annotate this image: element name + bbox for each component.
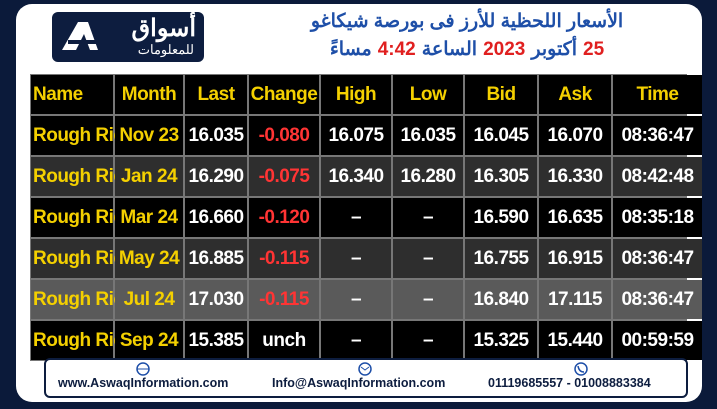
table-cell: Rough Rice xyxy=(31,157,134,196)
subtitle: 25أكتوبر2023الساعة4:42مساءً xyxy=(257,38,677,61)
table-cell: -0.115 xyxy=(249,280,319,319)
table-cell: 08:36:47 xyxy=(613,116,702,155)
table-cell: 16.635 xyxy=(539,198,611,237)
table-cell: – xyxy=(393,239,463,278)
table-cell: 17.115 xyxy=(539,280,611,319)
table-cell: – xyxy=(321,198,391,237)
table-cell: Jan 24 xyxy=(115,157,183,196)
table-cell: 16.330 xyxy=(539,157,611,196)
table-cell: May 24 xyxy=(115,239,183,278)
email[interactable]: Info@AswaqInformation.com xyxy=(272,376,446,390)
subtitle-part: 4:42 xyxy=(377,39,416,60)
table-cell: 16.290 xyxy=(185,157,247,196)
column-header: High xyxy=(321,75,391,114)
table-cell: 16.070 xyxy=(539,116,611,155)
column-header: Name xyxy=(31,75,113,114)
logo-title: أسواق xyxy=(131,15,196,42)
title: الأسعار اللحظية للأرز فى بورصة شيكاغو xyxy=(310,11,624,32)
subtitle-part: 25 xyxy=(583,39,605,60)
table-cell: 16.885 xyxy=(185,239,247,278)
website[interactable]: www.AswaqInformation.com xyxy=(58,376,229,390)
column-header: Time xyxy=(613,75,702,114)
table-cell: 16.035 xyxy=(185,116,247,155)
column-header: Change xyxy=(249,75,319,114)
table-cell: unch xyxy=(249,321,319,360)
column-header: Last xyxy=(185,75,247,114)
table-cell: 08:36:47 xyxy=(613,280,702,319)
table-cell: – xyxy=(321,239,391,278)
table-cell: -0.115 xyxy=(249,239,319,278)
table-cell: 16.045 xyxy=(465,116,537,155)
logo-subtitle: للمعلومات xyxy=(137,42,194,57)
web-icon xyxy=(136,362,150,376)
table-cell: Nov 23 xyxy=(115,116,183,155)
table-cell: 08:35:18 xyxy=(613,198,702,237)
table-cell: 08:36:47 xyxy=(613,239,702,278)
table-cell: Sep 24 xyxy=(115,321,183,360)
table-cell: – xyxy=(393,321,463,360)
table-cell: -0.120 xyxy=(249,198,319,237)
table-cell: 15.440 xyxy=(539,321,611,360)
table-cell: 17.030 xyxy=(185,280,247,319)
table-cell: Rough Rice xyxy=(31,321,134,360)
column-header: Month xyxy=(115,75,183,114)
column-header: Bid xyxy=(465,75,537,114)
table-cell: Rough Rice xyxy=(31,239,134,278)
footer: www.AswaqInformation.com Info@AswaqInfor… xyxy=(44,358,688,398)
phones: 01119685557 - 01008883384 xyxy=(488,376,651,390)
subtitle-part: مساءً xyxy=(329,39,372,60)
table-cell: 16.590 xyxy=(465,198,537,237)
table-cell: Rough Rice xyxy=(31,280,134,319)
table-cell: – xyxy=(321,321,391,360)
email-icon xyxy=(358,362,372,376)
table-cell: 08:42:48 xyxy=(613,157,702,196)
table-cell: 16.075 xyxy=(321,116,391,155)
table-cell: Mar 24 xyxy=(115,198,183,237)
logo-icon xyxy=(62,22,98,50)
phone-icon xyxy=(574,362,588,376)
table-cell: 16.340 xyxy=(321,157,391,196)
table-cell: 00:59:59 xyxy=(613,321,702,360)
table-cell: Rough Rice xyxy=(31,116,134,155)
table-cell: 15.385 xyxy=(185,321,247,360)
price-table: Name Month Last Change High Low Bid Ask Time Roug… xyxy=(30,74,702,361)
table-cell: 16.305 xyxy=(465,157,537,196)
table-cell: – xyxy=(393,198,463,237)
table-cell: 16.280 xyxy=(393,157,463,196)
table-cell: -0.080 xyxy=(249,116,319,155)
subtitle-part: أكتوبر xyxy=(531,39,578,60)
table-cell: Jul 24 xyxy=(115,280,183,319)
table-cell: 15.325 xyxy=(465,321,537,360)
subtitle-part: الساعة xyxy=(421,39,478,60)
table-cell: 16.915 xyxy=(539,239,611,278)
table-cell: -0.075 xyxy=(249,157,319,196)
table-cell: 16.660 xyxy=(185,198,247,237)
table-cell: – xyxy=(393,280,463,319)
subtitle-part: 2023 xyxy=(483,39,526,60)
table-cell: 16.035 xyxy=(393,116,463,155)
column-header: Low xyxy=(393,75,463,114)
table-cell: Rough Rice xyxy=(31,198,134,237)
logo: أسواق للمعلومات xyxy=(52,12,204,62)
column-header: Ask xyxy=(539,75,611,114)
table-cell: 16.840 xyxy=(465,280,537,319)
table-cell: – xyxy=(321,280,391,319)
table-cell: 16.755 xyxy=(465,239,537,278)
